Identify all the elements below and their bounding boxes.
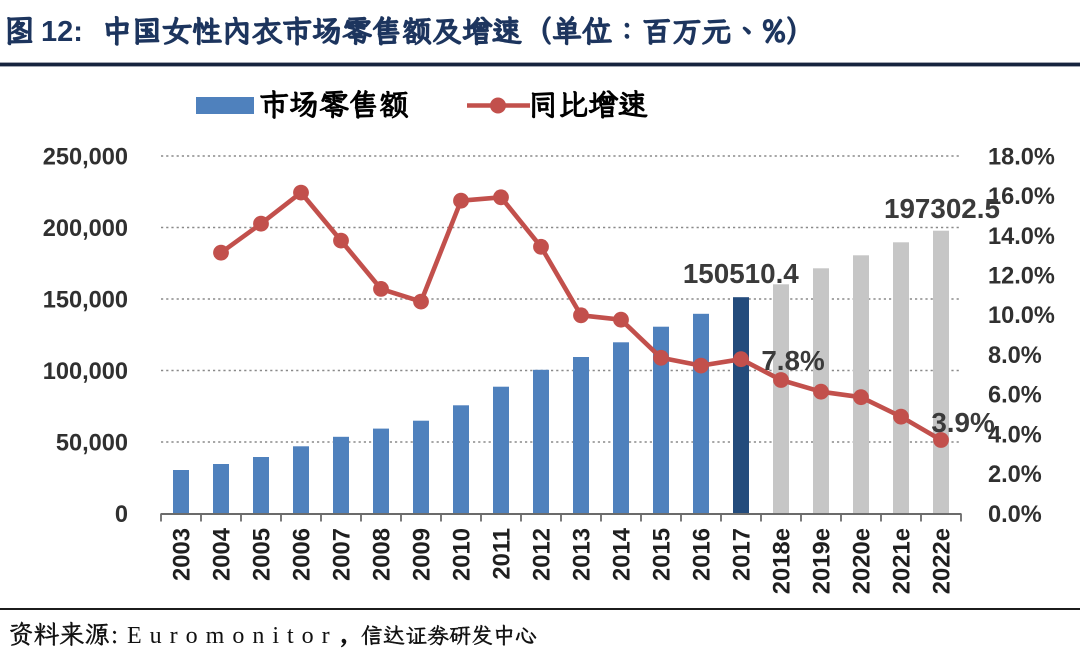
svg-text:18.0%: 18.0% — [988, 144, 1055, 170]
svg-text:16.0%: 16.0% — [988, 184, 1055, 210]
svg-text:2008: 2008 — [368, 528, 395, 581]
svg-text:100,000: 100,000 — [43, 359, 128, 385]
svg-text:0.0%: 0.0% — [988, 502, 1042, 528]
svg-text:Euromonitor: Euromonitor — [127, 623, 338, 649]
svg-text:6.0%: 6.0% — [988, 383, 1042, 409]
svg-text:2015: 2015 — [648, 528, 675, 581]
svg-text:250,000: 250,000 — [43, 144, 128, 170]
svg-text:200,000: 200,000 — [43, 216, 128, 242]
svg-text:2012: 2012 — [528, 528, 555, 581]
svg-text:2013: 2013 — [568, 528, 595, 581]
svg-text:2022e: 2022e — [928, 528, 955, 594]
svg-text:2018e: 2018e — [768, 528, 795, 594]
svg-text:50,000: 50,000 — [56, 430, 128, 456]
svg-text:150,000: 150,000 — [43, 287, 128, 313]
svg-text:2016: 2016 — [688, 528, 715, 581]
svg-text:0: 0 — [115, 502, 128, 528]
svg-text:2017: 2017 — [728, 528, 755, 581]
svg-text:8.0%: 8.0% — [988, 343, 1042, 369]
svg-text:2010: 2010 — [448, 528, 475, 581]
svg-text:2020e: 2020e — [848, 528, 875, 594]
svg-text:2007: 2007 — [328, 528, 355, 581]
svg-text:7.8%: 7.8% — [761, 345, 824, 376]
svg-text:4.0%: 4.0% — [988, 422, 1042, 448]
svg-text:10.0%: 10.0% — [988, 303, 1055, 329]
svg-text:12:: 12: — [41, 16, 83, 48]
svg-text:14.0%: 14.0% — [988, 224, 1055, 250]
svg-text:3.9%: 3.9% — [931, 407, 994, 438]
svg-text:150510.4: 150510.4 — [683, 258, 799, 289]
svg-text:2021e: 2021e — [888, 528, 915, 594]
svg-text:2009: 2009 — [408, 528, 435, 581]
svg-text:2006: 2006 — [288, 528, 315, 581]
svg-text:2011: 2011 — [488, 528, 515, 580]
svg-text:2019e: 2019e — [808, 528, 835, 594]
svg-text:2005: 2005 — [248, 528, 275, 581]
svg-text:12.0%: 12.0% — [988, 263, 1055, 289]
svg-text:2.0%: 2.0% — [988, 462, 1042, 488]
svg-text:2014: 2014 — [608, 527, 635, 581]
svg-text:197302.5: 197302.5 — [884, 193, 1000, 224]
svg-text:2004: 2004 — [208, 527, 235, 581]
svg-text:2003: 2003 — [168, 528, 195, 581]
